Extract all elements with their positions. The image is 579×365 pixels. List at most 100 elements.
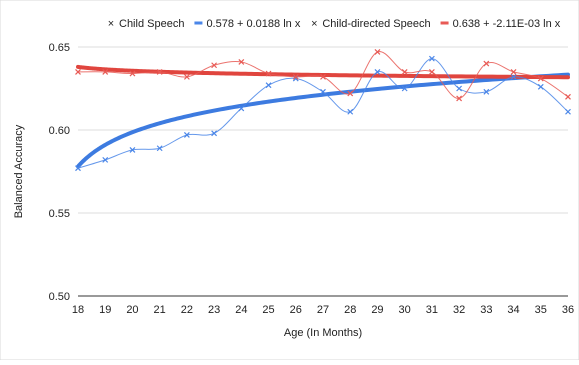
x-tick-label: 18 [72,304,84,316]
data-point [456,95,463,102]
data-point [156,68,163,75]
data-point [401,68,408,75]
point-mark [565,108,571,115]
x-tick-label: 33 [480,304,492,316]
point-mark [374,68,381,75]
data-point [510,68,517,75]
point-mark [374,49,381,55]
data-point [292,73,299,80]
legend-entry: 0.638 + -2.11E-03 ln x [440,18,561,30]
x-tick-label: 26 [290,304,302,316]
point-mark [292,73,299,80]
legend-label: Child Speech [119,18,184,30]
axes: 0.50 0.55 0.60 0.65 18 19 20 21 22 23 24 25 26 27 28 29… [49,42,575,316]
point-mark [156,145,163,152]
point-mark [401,68,408,75]
point-mark [265,70,272,77]
point-mark [483,60,490,67]
data-point [102,156,109,163]
data-point [347,90,354,97]
point-mark [320,73,326,80]
data-series [75,49,571,172]
legend-entry: × Child-directed Speech [311,18,430,30]
data-point [75,68,81,75]
data-point [320,88,326,95]
data-point [565,93,571,100]
point-mark [537,83,544,90]
legend-marker-x: × [311,18,317,30]
data-point [374,49,381,55]
data-point [483,60,490,67]
legend: × Child Speech 0.578 + 0.0188 ln x × Child-d… [108,18,561,30]
y-axis-title: Balanced Accuracy [13,124,25,218]
point-mark [102,68,109,75]
x-tick-label: 34 [507,304,519,316]
data-point [565,108,571,115]
data-point [456,85,463,92]
x-tick-label: 20 [126,304,138,316]
point-mark [510,73,517,80]
y-tick-label: 0.50 [49,291,70,303]
point-mark [265,82,272,89]
point-mark [183,73,190,80]
point-mark [156,68,163,75]
data-point [129,146,136,153]
x-tick-label: 36 [562,304,574,316]
x-tick-label: 19 [99,304,111,316]
data-point [510,73,517,80]
legend-label: Child-directed Speech [322,18,430,30]
data-point [183,73,190,80]
point-mark [320,88,326,95]
data-point [238,59,245,65]
data-point [347,108,354,115]
data-point [428,55,435,62]
point-mark [456,85,463,92]
point-mark [75,68,81,75]
x-tick-label: 30 [399,304,411,316]
data-point [102,68,109,75]
x-tick-label: 32 [453,304,465,316]
x-tick-label: 22 [181,304,193,316]
data-point [483,88,490,95]
y-tick-label: 0.65 [49,42,70,54]
x-tick-label: 28 [344,304,356,316]
x-tick-label: 35 [535,304,547,316]
x-tick-label: 25 [262,304,274,316]
trendlines [76,64,570,169]
data-point [537,83,544,90]
point-mark [102,156,109,163]
legend-label: 0.638 + -2.11E-03 ln x [453,18,561,30]
x-tick-label: 24 [235,304,247,316]
trendline [76,72,570,169]
data-point [401,85,408,92]
point-mark [347,90,354,97]
data-point [156,145,163,152]
legend-label: 0.578 + 0.0188 ln x [206,18,300,30]
point-mark [401,85,408,92]
y-tick-label: 0.60 [49,125,70,137]
data-point [265,70,272,77]
y-tick-label: 0.55 [49,208,70,220]
point-mark [211,62,218,69]
point-mark [75,165,81,172]
data-point [211,130,218,137]
point-mark [347,108,354,115]
point-mark [510,68,517,75]
point-mark [129,146,136,153]
data-point [211,62,218,69]
legend-entry: × Child Speech [108,18,185,30]
point-mark [537,75,544,82]
legend-marker-x: × [108,18,114,30]
data-point [183,132,190,138]
x-axis-title: Age (In Months) [284,327,362,339]
point-mark [238,59,245,65]
x-tick-label: 29 [371,304,383,316]
x-tick-label: 21 [154,304,166,316]
legend-entry: 0.578 + 0.0188 ln x [194,18,301,30]
data-point [320,73,326,80]
trendline [76,64,570,80]
data-point [129,70,136,77]
